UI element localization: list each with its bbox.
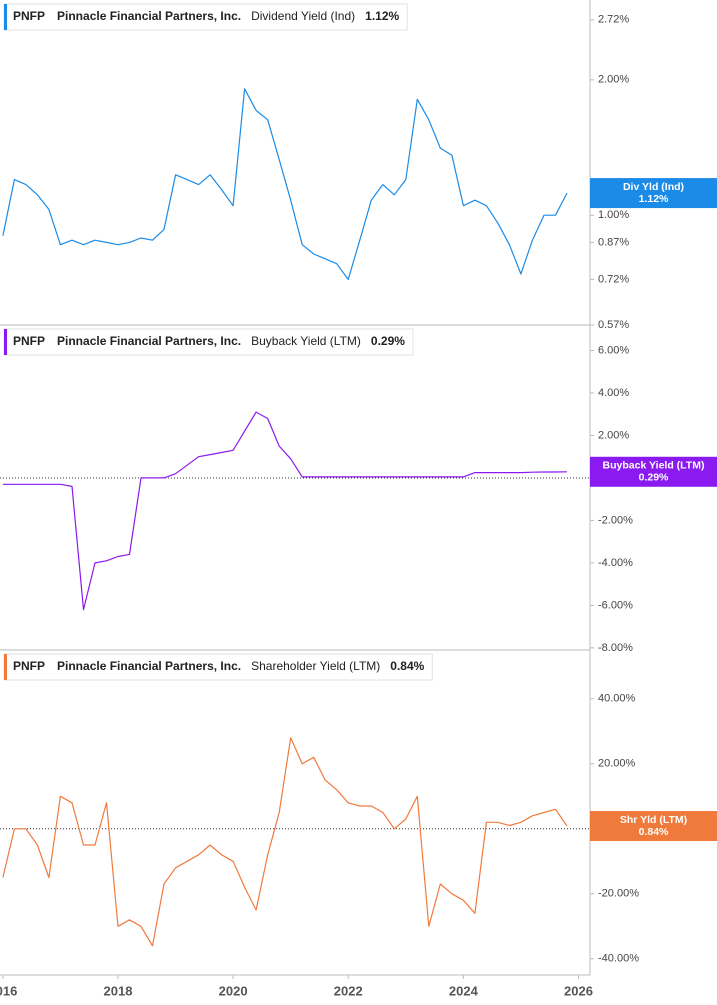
x-tick-label: 2026 — [564, 983, 593, 998]
x-tick-label: 2020 — [219, 983, 248, 998]
legend-ticker: PNFP — [13, 9, 45, 23]
legend-company: Pinnacle Financial Partners, Inc. — [57, 334, 241, 348]
legend-swatch — [4, 654, 7, 680]
legend-box — [3, 3, 408, 31]
y-tick-label: 1.00% — [598, 209, 629, 221]
series-line — [2, 737, 568, 947]
legend-box — [3, 653, 433, 681]
legend-company: Pinnacle Financial Partners, Inc. — [57, 9, 241, 23]
x-tick-label: 2022 — [334, 983, 363, 998]
badge-value: 0.84% — [639, 826, 669, 838]
badge-label: Div Yld (Ind) — [623, 181, 684, 193]
y-tick-label: 2.72% — [598, 14, 629, 26]
y-tick-label: 0.57% — [598, 319, 629, 331]
legend-series: Shareholder Yield (LTM) — [251, 659, 380, 673]
legend-value: 1.12% — [365, 9, 399, 23]
y-tick-label: 20.00% — [598, 758, 636, 770]
legend-value: 0.29% — [371, 334, 405, 348]
legend-company: Pinnacle Financial Partners, Inc. — [57, 659, 241, 673]
badge-label: Shr Yld (LTM) — [620, 814, 687, 826]
badge-value: 1.12% — [639, 193, 669, 205]
y-tick-label: 4.00% — [598, 387, 629, 399]
series-line — [2, 88, 568, 280]
y-tick-label: 6.00% — [598, 344, 629, 356]
legend-ticker: PNFP — [13, 659, 45, 673]
y-tick-label: -40.00% — [598, 953, 639, 965]
x-tick-label: 2018 — [104, 983, 133, 998]
y-tick-label: -4.00% — [598, 557, 633, 569]
legend-value: 0.84% — [390, 659, 424, 673]
legend: PNFP Pinnacle Financial Partners, Inc. Buy… — [3, 328, 414, 356]
badge-label: Buyback Yield (LTM) — [603, 460, 705, 472]
y-tick-label: -2.00% — [598, 514, 633, 526]
y-tick-label: 40.00% — [598, 693, 636, 705]
legend-ticker: PNFP — [13, 334, 45, 348]
y-tick-label: -20.00% — [598, 888, 639, 900]
y-tick-label: 0.87% — [598, 236, 629, 248]
legend-series: Buyback Yield (LTM) — [251, 334, 361, 348]
value-badge — [590, 178, 717, 209]
badge-value: 0.29% — [639, 472, 669, 484]
legend-series: Dividend Yield (Ind) — [251, 9, 355, 23]
legend: PNFP Pinnacle Financial Partners, Inc. Sha… — [3, 653, 433, 681]
series-line — [2, 411, 568, 611]
y-tick-label: -8.00% — [598, 642, 633, 654]
x-tick-label: 2016 — [0, 983, 17, 998]
y-tick-label: 0.72% — [598, 273, 629, 285]
legend-swatch — [4, 4, 7, 30]
value-badge — [590, 811, 717, 842]
y-tick-label: 2.00% — [598, 429, 629, 441]
legend: PNFP Pinnacle Financial Partners, Inc. Div… — [3, 3, 408, 31]
x-tick-label: 2024 — [449, 983, 479, 998]
legend-swatch — [4, 329, 7, 355]
y-tick-label: -6.00% — [598, 599, 633, 611]
value-badge — [590, 456, 717, 487]
y-tick-label: 2.00% — [598, 74, 629, 86]
